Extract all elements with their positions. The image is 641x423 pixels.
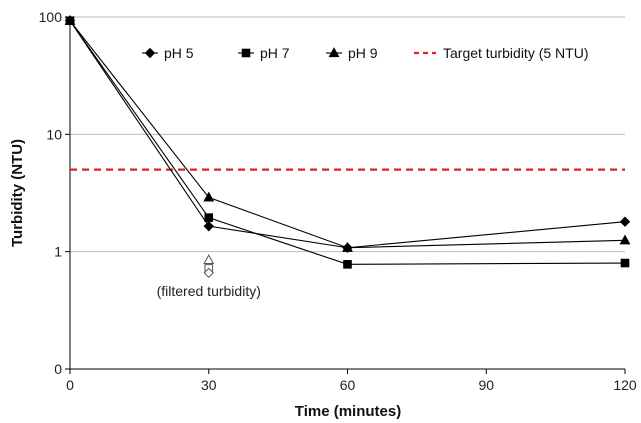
legend-square-icon — [242, 49, 250, 57]
legend-item: pH 7 — [238, 45, 290, 61]
data-point-square — [621, 259, 629, 267]
legend: pH 5 pH 7 pH 9 Target turbidity (5 NTU) — [142, 45, 588, 61]
filtered-turbidity-label: (filtered turbidity) — [157, 283, 261, 299]
y-tick-label: 100 — [39, 9, 63, 25]
legend-label: pH 9 — [348, 45, 378, 61]
legend-label: Target turbidity (5 NTU) — [443, 45, 588, 61]
legend-triangle-icon — [329, 48, 338, 56]
legend-item: pH 5 — [142, 45, 194, 61]
legend-label: pH 7 — [260, 45, 290, 61]
annotation-layer: (filtered turbidity) — [157, 255, 261, 299]
legend-label: pH 5 — [164, 45, 194, 61]
x-axis-title: Time (minutes) — [295, 403, 401, 420]
data-point-diamond — [621, 217, 630, 226]
legend-diamond-icon — [146, 49, 155, 58]
x-tick-label: 0 — [66, 377, 74, 393]
x-tick-label: 30 — [201, 377, 217, 393]
x-tick-label: 120 — [613, 377, 637, 393]
x-tick-label: 60 — [340, 377, 356, 393]
y-axis-title: Turbidity (NTU) — [9, 139, 26, 247]
legend-item: pH 9 — [326, 45, 378, 61]
y-tick-label: 0 — [54, 361, 62, 377]
data-point-square — [344, 261, 352, 269]
legend-item: Target turbidity (5 NTU) — [414, 45, 588, 61]
y-tick-label: 1 — [54, 244, 62, 260]
data-point-diamond — [204, 222, 213, 231]
x-tick-label: 90 — [478, 377, 494, 393]
data-point-triangle — [620, 235, 629, 243]
data-point-square — [205, 214, 213, 222]
y-tick-label: 10 — [46, 126, 62, 142]
filtered-point-triangle — [204, 255, 213, 263]
